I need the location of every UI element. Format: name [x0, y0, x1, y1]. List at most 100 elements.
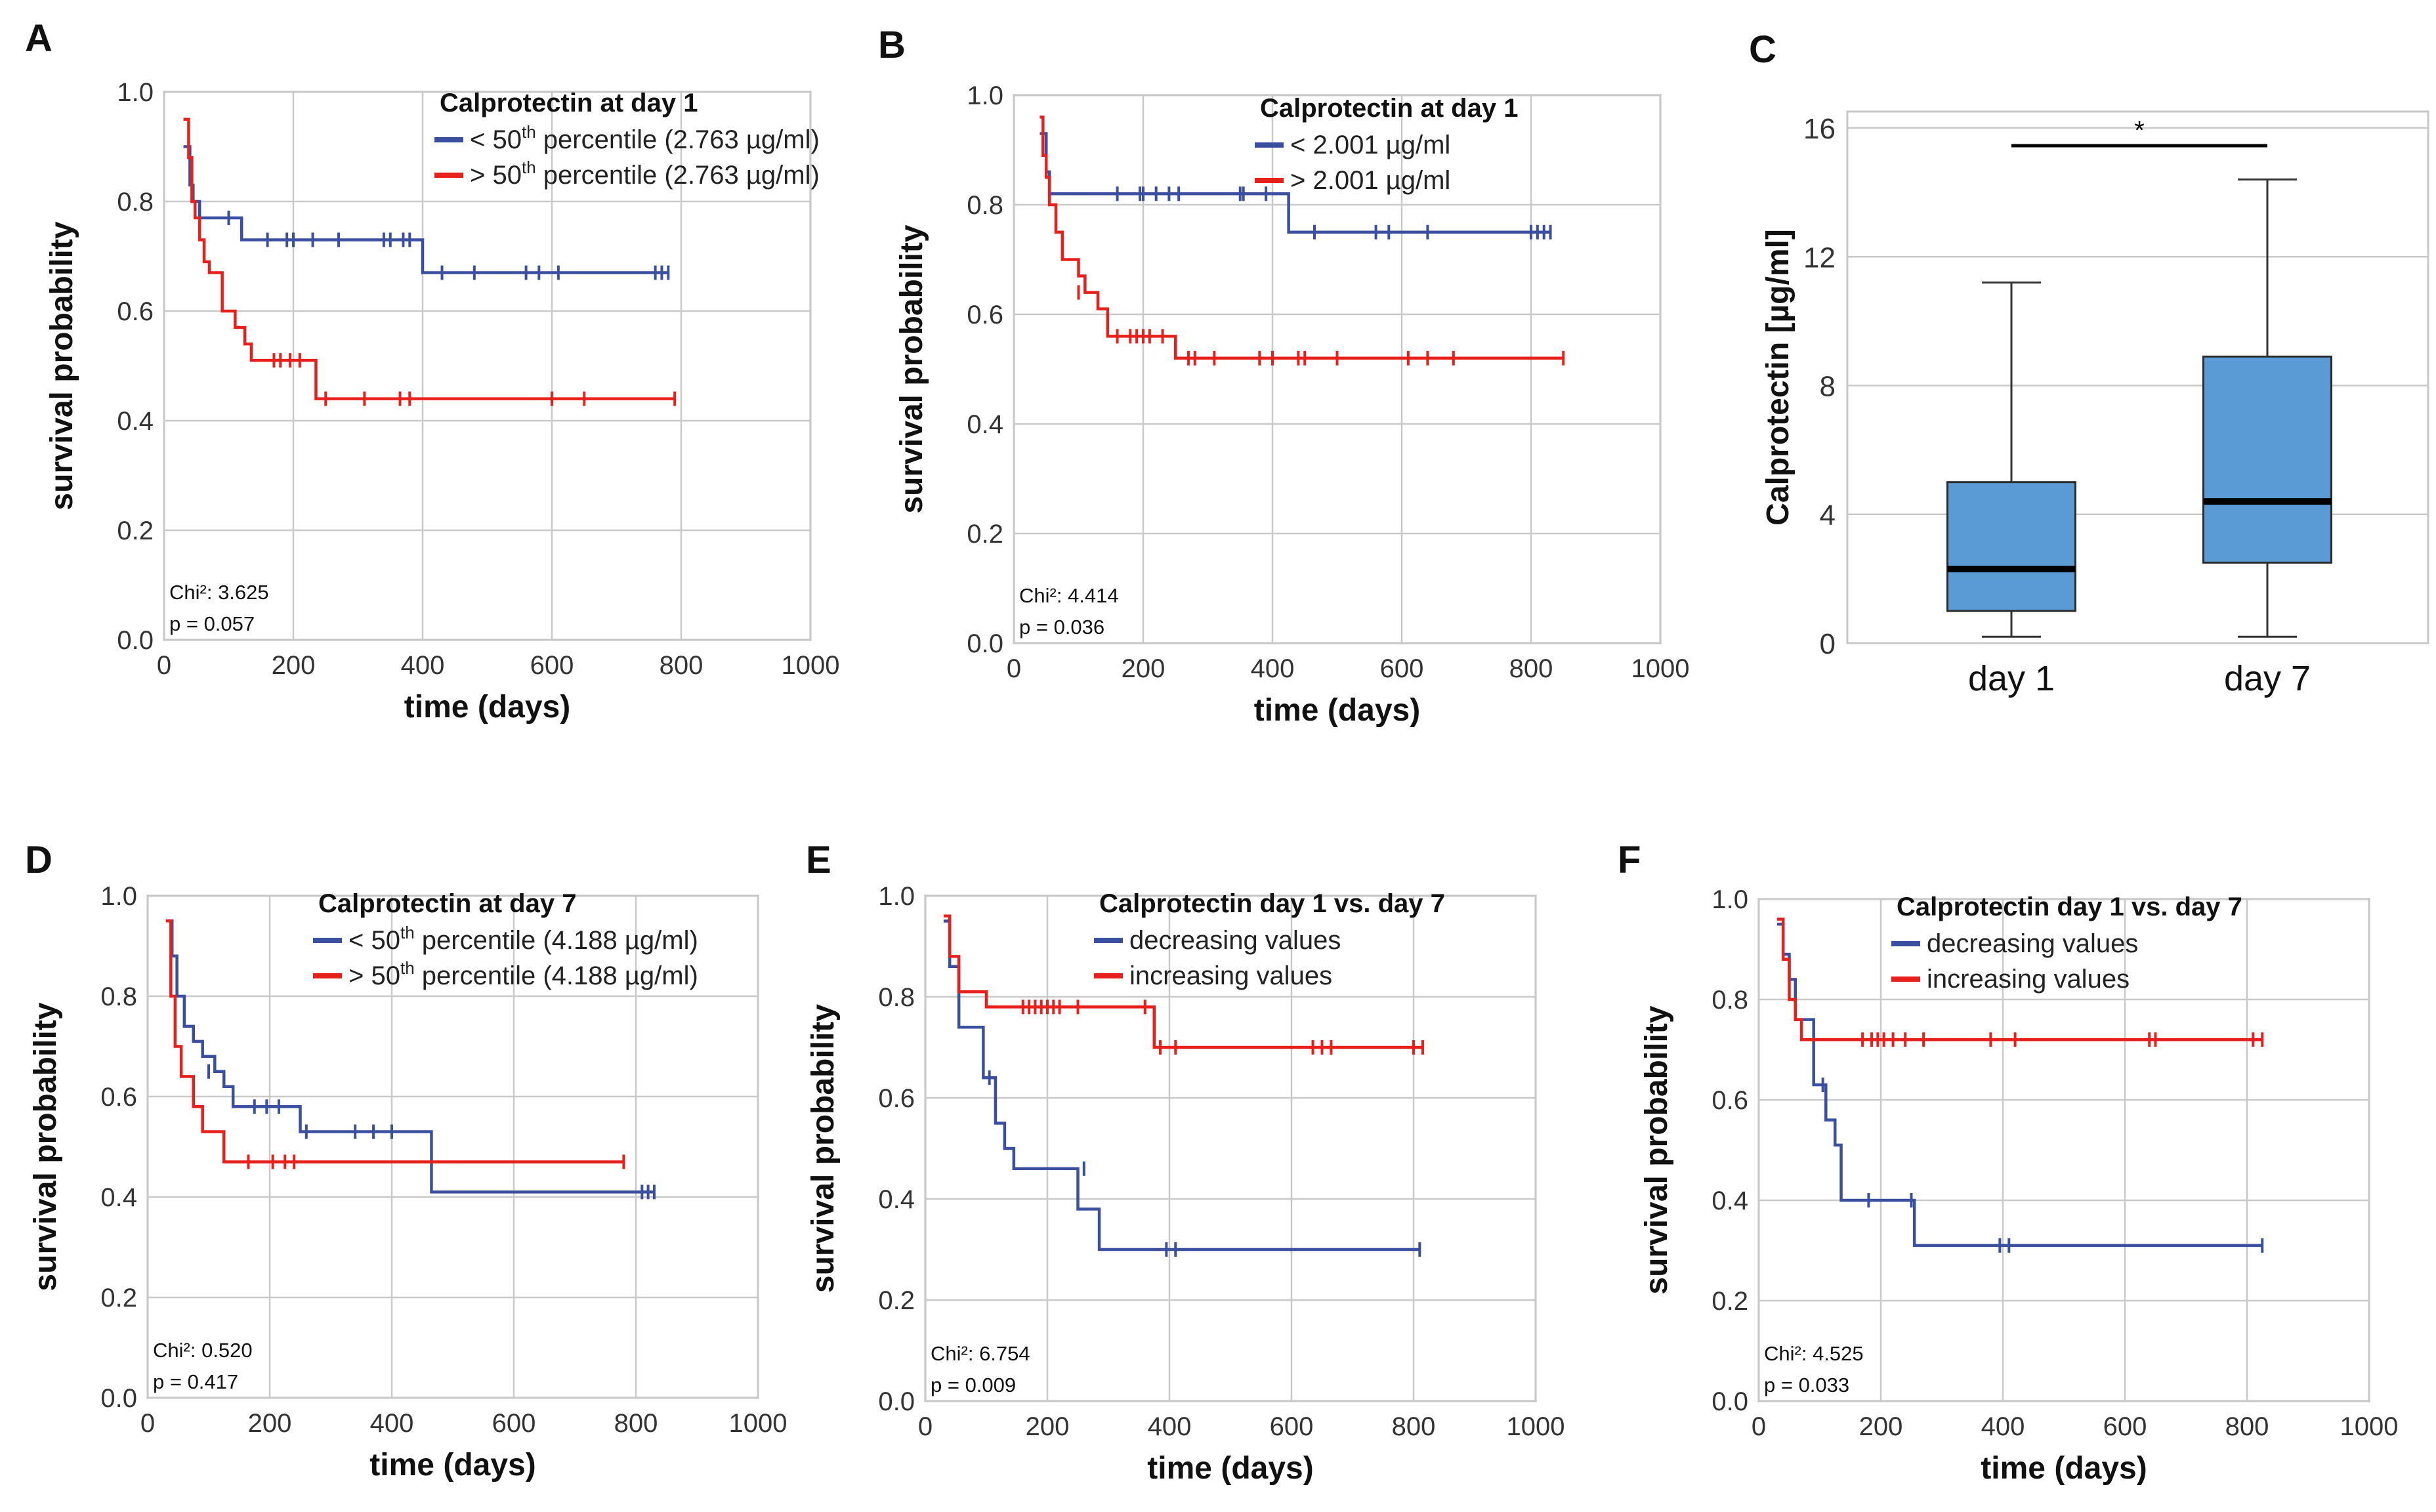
x-tick-label: 600 — [2103, 1412, 2147, 1441]
x-tick-label: 400 — [1981, 1412, 2025, 1441]
y-tick-label: 0.6 — [1712, 1086, 1748, 1115]
legend-title: Calprotectin at day 1 — [1260, 94, 1518, 123]
x-tick-label: 800 — [2225, 1412, 2269, 1441]
legend-entry: increasing values — [1129, 961, 1332, 990]
x-tick-label: 1000 — [1631, 654, 1690, 683]
y-tick-label: 0.0 — [1712, 1387, 1748, 1416]
legend-entry: > 2.001 µg/ml — [1290, 166, 1450, 195]
y-tick-label: 0.6 — [878, 1084, 915, 1113]
y-tick-label: 0.2 — [967, 520, 1003, 549]
y-tick-label: 0.8 — [117, 188, 154, 217]
legend-title: Calprotectin day 1 vs. day 7 — [1897, 892, 2242, 921]
x-tick-label: 1000 — [1507, 1412, 1565, 1441]
x-tick-label: 600 — [1270, 1412, 1314, 1441]
x-category-label: day 7 — [2224, 659, 2311, 698]
y-tick-label: 0.4 — [117, 407, 154, 436]
survival-curve-red — [183, 117, 675, 400]
survival-curve-blue — [165, 919, 654, 1194]
y-tick-label: 0.0 — [100, 1384, 137, 1413]
y-tick-label: 0.6 — [967, 301, 1003, 329]
x-tick-label: 200 — [1122, 654, 1166, 683]
y-tick-label: 0.8 — [1712, 986, 1748, 1015]
x-tick-label: 400 — [1251, 654, 1295, 683]
box-panel-C: C 0 4 8 12 16 Calprotectin [µg/ml] day 1 day 7 * — [1749, 28, 2429, 698]
p-value-label: p = 0.036 — [1019, 616, 1104, 639]
legend-entry: < 2.001 µg/ml — [1290, 131, 1450, 159]
x-axis-title: time (days) — [1147, 1451, 1313, 1486]
legend-entry: increasing values — [1927, 965, 2130, 994]
x-tick-label: 400 — [370, 1409, 414, 1438]
y-tick-label: 16 — [1803, 113, 1836, 145]
chi-square-label: Chi²: 6.754 — [931, 1342, 1030, 1365]
p-value-label: p = 0.057 — [169, 612, 255, 635]
x-tick-label: 0 — [918, 1412, 933, 1441]
y-tick-label: 0.8 — [878, 983, 915, 1012]
panel-label: B — [878, 24, 906, 66]
y-tick-label: 0.0 — [878, 1387, 915, 1416]
plot-frame — [1846, 110, 2429, 644]
x-tick-label: 0 — [140, 1409, 155, 1438]
y-axis-title: survival probability — [28, 1002, 63, 1291]
survival-curve-red — [165, 919, 624, 1164]
x-tick-label: 800 — [1509, 654, 1553, 683]
y-tick-label: 0.2 — [117, 516, 154, 545]
y-tick-label: 12 — [1803, 242, 1836, 274]
x-tick-label: 200 — [248, 1409, 292, 1438]
survival-curve-red — [943, 914, 1423, 1049]
significance-marker: * — [2134, 116, 2145, 145]
y-tick-label: 1.0 — [1712, 885, 1748, 914]
x-tick-label: 600 — [1380, 654, 1424, 683]
x-tick-label: 0 — [1007, 654, 1021, 683]
y-tick-label: 0.2 — [878, 1286, 915, 1315]
y-axis-title: Calprotectin [µg/ml] — [1761, 229, 1796, 526]
y-tick-label: 0.8 — [967, 191, 1003, 220]
y-tick-label: 0.4 — [878, 1185, 915, 1214]
chi-square-label: Chi²: 4.525 — [1764, 1342, 1864, 1365]
y-tick-label: 4 — [1820, 499, 1836, 532]
p-value-label: p = 0.417 — [153, 1370, 238, 1393]
km-panel-E: E 0.0 0.2 0.4 0.6 0.8 1.0 0 200 400 600 800 1000 time… — [806, 839, 1564, 1486]
y-tick-label: 0.4 — [967, 410, 1003, 439]
x-axis-title: time (days) — [1254, 693, 1420, 728]
survival-curve-blue — [183, 145, 669, 274]
chi-square-label: Chi²: 4.414 — [1019, 584, 1119, 607]
legend-entry: < 50th percentile (2.763 µg/ml) — [470, 122, 820, 154]
x-axis-title: time (days) — [369, 1448, 536, 1482]
box-day-7 — [2202, 355, 2332, 564]
km-panel-D: D 0.0 0.2 0.4 0.6 0.8 1.0 0 200 400 600 800 1000 time… — [25, 839, 787, 1482]
x-tick-label: 800 — [660, 651, 704, 680]
y-tick-label: 1.0 — [100, 882, 137, 911]
x-tick-label: 800 — [614, 1409, 658, 1438]
km-panel-B: B 0.0 0.2 0.4 0.6 0.8 1.0 0 200 400 600 800 1000 time… — [878, 24, 1689, 728]
panel-label: A — [25, 17, 52, 60]
y-axis-title: survival probability — [806, 1004, 841, 1293]
survival-curve-red — [1040, 116, 1564, 360]
y-tick-label: 0.4 — [100, 1183, 137, 1212]
p-value-label: p = 0.033 — [1764, 1374, 1849, 1396]
x-tick-label: 800 — [1392, 1412, 1436, 1441]
survival-curve-red — [1776, 917, 2263, 1041]
y-tick-label: 1.0 — [967, 81, 1003, 110]
y-tick-label: 0.0 — [967, 629, 1003, 658]
chi-square-label: Chi²: 0.520 — [153, 1339, 253, 1362]
y-tick-label: 1.0 — [878, 882, 915, 911]
p-value-label: p = 0.009 — [931, 1374, 1016, 1396]
x-tick-label: 400 — [1148, 1412, 1192, 1441]
km-panel-F: F 0.0 0.2 0.4 0.6 0.8 1.0 0 200 400 600 800 1000 time… — [1618, 839, 2398, 1486]
legend-entry: > 50th percentile (2.763 µg/ml) — [470, 158, 820, 190]
y-tick-label: 8 — [1820, 371, 1836, 403]
x-tick-label: 400 — [401, 651, 445, 680]
y-axis-title: survival probability — [1639, 1005, 1674, 1294]
y-tick-label: 1.0 — [117, 78, 154, 107]
y-tick-label: 0.6 — [117, 297, 154, 326]
x-tick-label: 600 — [492, 1409, 536, 1438]
panel-label: D — [25, 839, 52, 881]
y-tick-label: 0.8 — [100, 982, 137, 1011]
x-tick-label: 0 — [1752, 1412, 1766, 1441]
legend-title: Calprotectin at day 7 — [318, 889, 576, 918]
y-tick-label: 0.2 — [100, 1284, 137, 1312]
survival-curve-blue — [943, 919, 1420, 1251]
y-axis-title: survival probability — [45, 221, 79, 510]
x-tick-label: 1000 — [782, 651, 840, 680]
